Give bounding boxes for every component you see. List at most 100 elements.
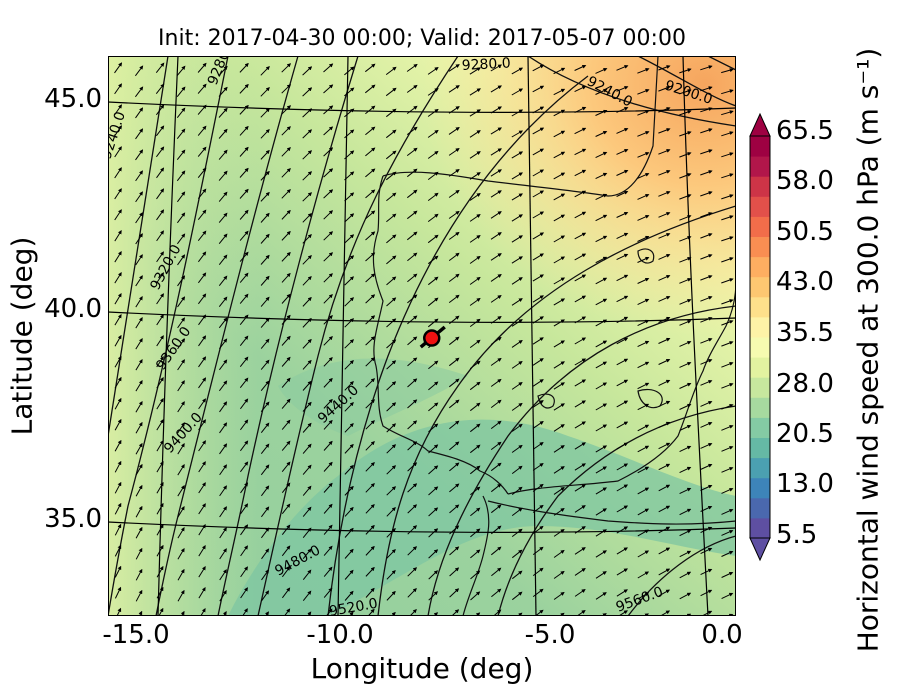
wind-arrow [574, 421, 586, 429]
wind-arrow [721, 571, 734, 578]
wind-arrow [156, 335, 164, 347]
wind-arrow [260, 212, 270, 223]
y-tick-label: 35.0 [44, 504, 102, 534]
wind-arrow [407, 546, 418, 556]
wind-arrow [239, 230, 249, 241]
wind-arrow [364, 63, 376, 73]
wind-arrow [595, 592, 607, 600]
wind-arrow [155, 62, 165, 74]
wind-arrow [134, 86, 144, 98]
wind-arrow [239, 293, 249, 304]
wind-arrow [114, 397, 122, 410]
wind-arrow [114, 376, 122, 389]
wind-arrow [239, 314, 249, 326]
wind-arrow [469, 214, 481, 222]
wind-arrow [365, 482, 375, 493]
wind-arrow [679, 194, 692, 200]
wind-arrow [281, 251, 291, 262]
wind-arrow [490, 399, 502, 409]
wind-arrow [219, 548, 227, 560]
wind-arrow [448, 315, 460, 325]
wind-arrow [344, 234, 355, 244]
wind-arrow [700, 170, 713, 176]
wind-arrow [260, 233, 270, 244]
wind-arrow [407, 336, 418, 346]
wind-arrow [490, 420, 502, 430]
wind-arrow [637, 214, 650, 221]
wind-arrow [344, 527, 354, 538]
wind-arrow [135, 359, 143, 371]
colorbar-title: Horizontal wind speed at 300.0 hPa (m s⁻… [851, 47, 885, 653]
wind-arrow [700, 589, 713, 597]
wind-arrow [197, 83, 207, 94]
wind-arrow [553, 570, 565, 579]
wind-arrow [323, 440, 333, 451]
wind-arrow [553, 466, 565, 474]
wind-arrow [177, 401, 185, 413]
wind-arrow [721, 550, 734, 557]
wind-arrow [637, 172, 650, 179]
wind-arrow [475, 612, 481, 616]
wind-arrow [491, 588, 502, 598]
wind-arrow [451, 609, 460, 616]
wind-arrow [114, 62, 123, 74]
wind-arrow [386, 569, 396, 580]
wind-arrow [407, 567, 418, 577]
wind-arrow [323, 482, 333, 493]
wind-arrow [449, 588, 460, 598]
wind-arrow [532, 525, 544, 534]
wind-arrow [574, 589, 586, 597]
colorbar-tick-label: 43.0 [776, 267, 834, 297]
wind-arrow [553, 591, 565, 600]
wind-arrow [219, 359, 228, 371]
wind-arrow [616, 148, 629, 155]
colorbar-segment [750, 457, 770, 479]
wind-arrow [469, 444, 481, 454]
wind-arrow [448, 64, 460, 72]
wind-arrow [574, 442, 586, 450]
wind-arrow [637, 466, 650, 474]
wind-arrow [469, 151, 481, 159]
wind-arrow [386, 548, 396, 559]
wind-arrow [323, 252, 334, 262]
wind-arrow [700, 317, 713, 323]
wind-arrow [532, 483, 544, 492]
wind-arrow [344, 192, 355, 202]
wind-arrow [574, 526, 586, 534]
wind-arrow [721, 194, 734, 200]
wind-arrow [469, 339, 481, 349]
wind-arrow [700, 275, 713, 281]
wind-arrow [532, 64, 545, 72]
wind-arrow [114, 125, 122, 137]
wind-arrow [219, 464, 227, 476]
wind-arrow [200, 608, 206, 616]
wind-arrow [700, 421, 713, 428]
wind-arrow [511, 214, 523, 222]
wind-arrow [700, 233, 713, 239]
wind-arrow [386, 527, 396, 538]
wind-arrow [283, 608, 291, 616]
wind-arrow [679, 277, 692, 284]
wind-arrow [239, 209, 249, 220]
wind-arrow [407, 441, 418, 451]
wind-arrow [721, 152, 734, 158]
wind-arrow [553, 151, 566, 159]
wind-arrow [365, 420, 375, 430]
wind-arrow [260, 149, 270, 160]
wind-arrow [616, 337, 629, 345]
wind-arrow [490, 64, 503, 72]
wind-arrow [490, 106, 502, 114]
wind-arrow [177, 547, 185, 560]
wind-arrow [260, 170, 270, 181]
wind-arrow [616, 505, 629, 513]
x-tick-label: -10.0 [306, 620, 374, 650]
wind-arrow [344, 318, 355, 328]
wind-arrow [176, 107, 186, 119]
colorbar-segment [750, 276, 770, 298]
wind-arrow [177, 527, 185, 539]
wind-arrow [637, 592, 650, 600]
wind-arrow [532, 567, 544, 576]
wind-arrow [302, 66, 313, 76]
wind-arrow [156, 188, 165, 200]
wind-arrow [302, 87, 313, 97]
